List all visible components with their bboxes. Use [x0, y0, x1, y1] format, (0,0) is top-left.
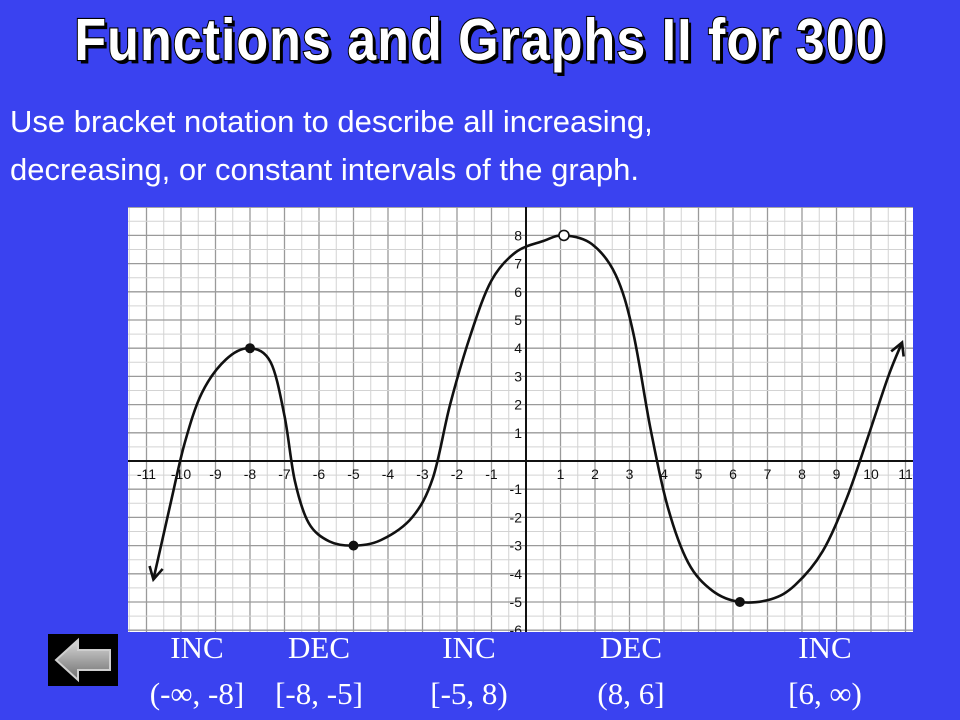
function-graph: -11 -10 -9 -8 -7 -6 -5 -4 -3 -2 -1 1 2 3 4 5 6 7 8 9 10 11 8 7 6… — [128, 207, 913, 632]
answer-interval: [6, ∞) — [788, 676, 862, 711]
closed-point — [734, 597, 745, 607]
y-tick-label: -3 — [510, 538, 523, 554]
question-text: Use bracket notation to describe all inc… — [10, 98, 950, 194]
closed-point — [245, 343, 255, 354]
x-tick-label: 4 — [660, 466, 668, 482]
x-tick-label: 10 — [863, 466, 879, 482]
y-tick-label: 8 — [514, 227, 522, 243]
x-tick-label: -3 — [416, 466, 429, 482]
graph-tick-labels: -11 -10 -9 -8 -7 -6 -5 -4 -3 -2 -1 1 2 3 4 5 6 7 8 9 10 11876… — [137, 227, 913, 632]
answer-label: INC — [798, 630, 852, 665]
x-tick-label: 3 — [626, 466, 634, 482]
x-tick-label: 6 — [729, 466, 737, 482]
answer-intervals: INC (-∞, -8] DEC [-8, -5] INC [-5, 8) DE… — [0, 628, 960, 720]
x-tick-label: -2 — [451, 466, 464, 482]
x-tick-label: -9 — [209, 466, 222, 482]
graph-axes — [128, 207, 913, 632]
open-point — [558, 229, 570, 242]
answer-interval: (8, 6] — [597, 676, 665, 711]
key-points — [245, 229, 745, 607]
function-curve — [152, 234, 904, 604]
x-tick-label: 1 — [557, 466, 565, 482]
graph-canvas: -11 -10 -9 -8 -7 -6 -5 -4 -3 -2 -1 1 2 3 4 5 6 7 8 9 10 11876… — [128, 207, 913, 632]
x-tick-label: 2 — [591, 466, 599, 482]
answer-interval: [-8, -5] — [275, 676, 363, 711]
answer-item: DEC [-8, -5] — [234, 628, 404, 714]
y-tick-label: 6 — [514, 284, 522, 300]
answer-item: INC [-5, 8) — [384, 628, 554, 714]
answer-interval: (-∞, -8] — [149, 676, 245, 711]
y-tick-label: 7 — [514, 256, 522, 272]
y-tick-label: -5 — [510, 594, 523, 610]
left-arrow-icon — [54, 637, 111, 683]
answer-label: INC — [442, 630, 496, 665]
graph-grid — [128, 207, 913, 632]
answer-item: INC [6, ∞) — [740, 628, 910, 714]
x-tick-label: -8 — [244, 466, 257, 482]
y-tick-label: -6 — [510, 622, 523, 632]
arrowhead — [148, 565, 164, 583]
x-tick-label: -11 — [137, 466, 156, 482]
answer-item: INC (-∞, -8] — [112, 628, 282, 714]
back-button[interactable] — [48, 634, 118, 686]
y-tick-label: 5 — [514, 312, 522, 328]
y-tick-label: -4 — [510, 566, 523, 582]
answer-item: DEC (8, 6] — [546, 628, 716, 714]
y-tick-label: -2 — [510, 509, 523, 525]
x-tick-label: 11 — [898, 466, 913, 482]
x-tick-label: 7 — [764, 466, 772, 482]
curve-arrows — [148, 340, 905, 583]
x-tick-label: 5 — [695, 466, 703, 482]
y-tick-label: 4 — [514, 340, 522, 356]
x-tick-label: 9 — [833, 466, 841, 482]
answer-label: DEC — [288, 630, 350, 665]
x-tick-label: -5 — [347, 466, 360, 482]
closed-point — [348, 540, 359, 551]
arrowhead — [890, 340, 905, 357]
question-line-2: decreasing, or constant intervals of the… — [10, 152, 639, 187]
question-line-1: Use bracket notation to describe all inc… — [10, 104, 653, 139]
x-tick-label: 8 — [798, 466, 806, 482]
x-tick-label: -4 — [382, 466, 395, 482]
y-tick-label: -1 — [510, 481, 523, 497]
y-tick-label: 2 — [514, 397, 522, 413]
x-tick-label: -10 — [171, 466, 191, 482]
answer-label: INC — [170, 630, 224, 665]
x-tick-label: -6 — [313, 466, 326, 482]
answer-label: DEC — [600, 630, 662, 665]
slide-title: Functions and Graphs II for 300 — [73, 6, 886, 75]
y-tick-label: 1 — [514, 425, 522, 441]
answer-interval: [-5, 8) — [430, 676, 508, 711]
x-tick-label: -1 — [485, 466, 498, 482]
y-tick-label: 3 — [514, 368, 522, 384]
x-tick-label: -7 — [278, 466, 291, 482]
